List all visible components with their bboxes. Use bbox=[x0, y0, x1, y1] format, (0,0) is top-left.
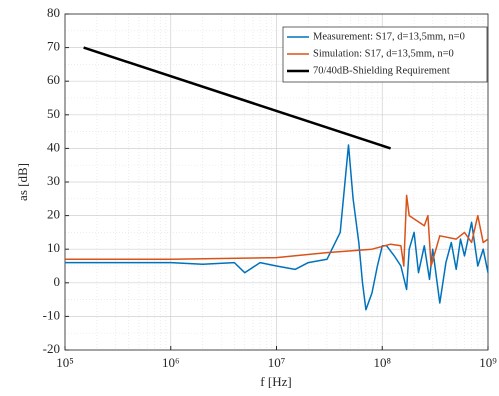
y-tick-label: 30 bbox=[47, 173, 60, 188]
y-tick-label: 40 bbox=[47, 139, 60, 154]
legend-label: Measurement: S17, d=13,5mm, n=0 bbox=[313, 31, 465, 42]
x-tick-label: 10⁹ bbox=[479, 355, 497, 370]
x-tick-label: 10⁸ bbox=[373, 355, 391, 370]
series-line bbox=[83, 46, 391, 150]
y-tick-label: 60 bbox=[47, 72, 60, 87]
y-tick-label: 50 bbox=[47, 106, 60, 121]
x-tick-label: 10⁷ bbox=[268, 355, 286, 370]
y-tick-label: -20 bbox=[43, 341, 60, 356]
axes-box bbox=[64, 13, 489, 351]
x-tick-label: 10⁶ bbox=[162, 355, 180, 370]
y-tick-label: 70 bbox=[47, 39, 60, 54]
y-axis-label: as [dB] bbox=[15, 163, 30, 201]
legend-label: 70/40dB-Shielding Requirement bbox=[313, 65, 450, 76]
legend-box bbox=[282, 26, 488, 83]
y-tick-label: -10 bbox=[43, 307, 60, 322]
legend-label: Simulation: S17, d=13,5mm, n=0 bbox=[313, 48, 454, 59]
y-tick-label: 10 bbox=[47, 240, 60, 255]
y-tick-label: 80 bbox=[47, 5, 60, 20]
x-tick-label: 10⁵ bbox=[56, 355, 74, 370]
series-line bbox=[65, 194, 489, 267]
y-tick-label: 20 bbox=[47, 207, 60, 222]
x-axis-label: f [Hz] bbox=[260, 374, 291, 389]
y-tick-label: 0 bbox=[54, 274, 61, 289]
